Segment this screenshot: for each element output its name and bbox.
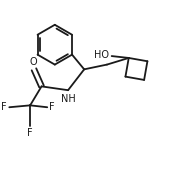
Text: NH: NH — [61, 94, 75, 104]
Text: O: O — [29, 57, 37, 67]
Text: F: F — [27, 128, 33, 138]
Text: F: F — [50, 102, 55, 112]
Text: F: F — [1, 102, 7, 112]
Text: HO: HO — [94, 50, 109, 60]
